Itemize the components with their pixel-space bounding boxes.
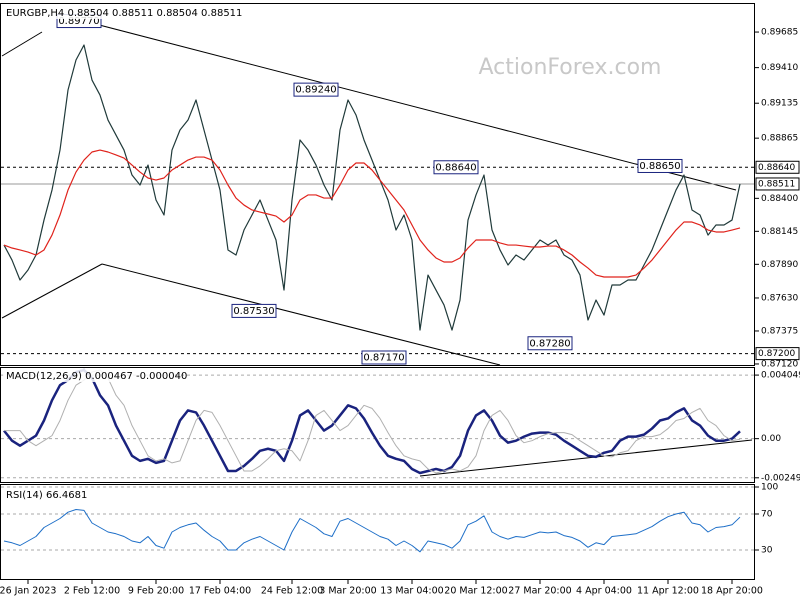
trend-line (419, 439, 753, 477)
annotation-label: 0.89770 (58, 16, 99, 27)
series-line (3, 368, 741, 475)
y-tick-label: 0.88400 (761, 194, 798, 204)
price-panel (0, 3, 755, 366)
annotation-label: 0.89240 (295, 85, 336, 96)
x-tick-label: 2 Feb 12:00 (64, 586, 120, 597)
y-tick-label: 0.89135 (761, 99, 798, 109)
annotation-label: 0.87170 (363, 352, 404, 363)
x-tick-label: 20 Mar 12:00 (444, 586, 507, 597)
y-tick-label: 0.00 (761, 434, 781, 444)
annotation-label: 0.88650 (639, 161, 680, 172)
trend-line (101, 263, 501, 366)
x-tick-label: 17 Feb 04:00 (189, 586, 251, 597)
annotation-box (527, 336, 573, 351)
panel-title: MACD(12,26,9) 0.000467 -0.000040 (6, 371, 187, 382)
y-tick-label: 0.89410 (761, 63, 798, 73)
x-tick-label: 13 Mar 04:00 (380, 586, 443, 597)
panel-title: RSI(14) 66.4681 (6, 490, 87, 501)
rsi-panel (0, 484, 755, 580)
annotation-box (361, 350, 407, 365)
y-tick-label: 0.87630 (761, 293, 798, 303)
x-tick-label: 26 Jan 2023 (0, 586, 56, 597)
y-tick-label: 0.87120 (761, 359, 798, 369)
x-tick-label: 27 Mar 20:00 (508, 586, 571, 597)
panel-title-bg (3, 6, 173, 19)
x-tick-label: 24 Feb 12:00 (261, 586, 323, 597)
watermark: ActionForex.com (479, 55, 662, 80)
price-label-box (755, 347, 800, 361)
annotation-label: 0.88640 (435, 162, 476, 173)
annotation-label: 0.87530 (233, 306, 274, 317)
y-tick-label: 70 (761, 510, 773, 520)
y-tick-label: 100 (761, 483, 778, 493)
y-tick-label: -0.002492 (761, 473, 800, 483)
panel-title-bg (3, 369, 173, 382)
y-tick-label: 0.87375 (761, 326, 798, 336)
y-tick-label: 0.89685 (761, 28, 798, 38)
annotation-box (637, 158, 683, 173)
y-tick-label: 30 (761, 546, 773, 556)
x-tick-label: 4 Apr 04:00 (576, 586, 632, 597)
series-line (3, 44, 741, 331)
series-line (3, 149, 741, 278)
y-tick-label: 0.87890 (761, 260, 798, 270)
y-tick-label: 0.88145 (761, 227, 798, 237)
y-tick-label: 0.004049 (761, 371, 800, 381)
trend-line (1, 31, 43, 57)
price-label: 0.88640 (758, 163, 795, 173)
price-label: 0.87200 (758, 349, 795, 359)
panel-title-bg (3, 488, 173, 501)
trend-line (79, 19, 737, 191)
panel-title: EURGBP,H4 0.88504 0.88511 0.88504 0.8851… (6, 8, 242, 19)
price-label-box (755, 177, 800, 191)
x-tick-label: 11 Apr 12:00 (637, 586, 699, 597)
annotation-label: 0.87280 (529, 338, 570, 349)
x-tick-label: 9 Feb 20:00 (128, 586, 184, 597)
price-label-box (755, 160, 800, 174)
annotation-box (293, 82, 339, 97)
x-tick-label: 3 Mar 20:00 (319, 586, 376, 597)
trend-line (1, 263, 103, 319)
trend-lines (1, 19, 753, 477)
macd-panel (0, 367, 755, 483)
series-line (3, 509, 741, 553)
y-tick-label: 0.88865 (761, 134, 798, 144)
annotation-box (433, 160, 479, 175)
series-line (4, 369, 741, 474)
x-tick-label: 18 Apr 20:00 (701, 586, 763, 597)
annotation-box (231, 303, 277, 318)
price-label: 0.88511 (758, 179, 795, 189)
